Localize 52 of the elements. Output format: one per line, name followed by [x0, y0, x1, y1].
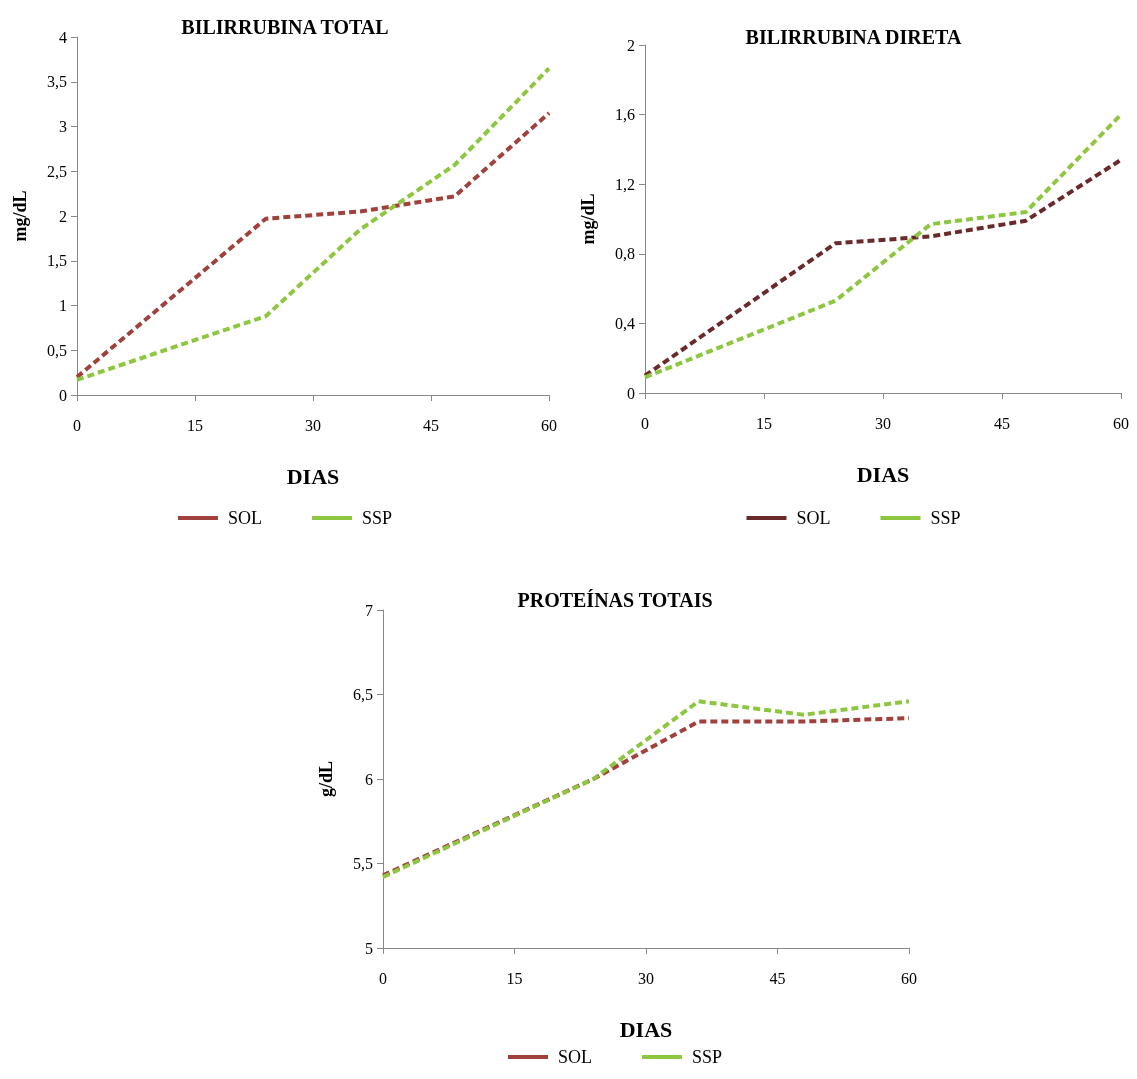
- y-tick-label: 6: [365, 770, 373, 788]
- x-tick-label: 0: [73, 416, 81, 434]
- x-tick-label: 60: [541, 416, 557, 434]
- x-tick-label: 15: [506, 969, 523, 987]
- y-tick-label: 5,5: [353, 855, 373, 872]
- x-tick-label: 45: [423, 416, 439, 434]
- y-tick-label: 7: [365, 601, 373, 619]
- x-tick-label: 30: [638, 969, 654, 987]
- x-axis-title: DIAS: [286, 463, 340, 489]
- line-series: [643, 112, 1123, 380]
- x-tick-label: 0: [641, 414, 649, 432]
- y-tick-label: 6,5: [353, 686, 373, 703]
- y-tick-label: 0,4: [615, 314, 635, 332]
- x-tick-label: 30: [305, 416, 321, 434]
- y-tick-label: 2: [627, 36, 635, 54]
- chart-title: BILIRRUBINA DIRETA: [745, 26, 962, 48]
- y-tick-label: 1,6: [615, 106, 635, 124]
- x-tick-label: 30: [875, 414, 891, 432]
- x-tick-label: 60: [1113, 414, 1129, 432]
- legend-label: SOL: [796, 508, 831, 528]
- y-tick-label: 0,8: [615, 245, 635, 263]
- y-tick-label: 2: [59, 207, 67, 225]
- y-tick-label: 3: [59, 118, 67, 135]
- legend-label: SSP: [361, 508, 393, 528]
- chart-title: PROTEÍNAS TOTAIS: [517, 589, 713, 611]
- chart-title: BILIRRUBINA TOTAL: [181, 16, 389, 38]
- y-tick-label: 4: [59, 28, 67, 46]
- x-tick-label: 15: [756, 414, 772, 432]
- x-tick-label: 60: [901, 969, 917, 987]
- legend-label: SSP: [691, 1047, 723, 1067]
- legend-label: SSP: [930, 508, 961, 528]
- y-tick-label: 2,5: [47, 162, 67, 180]
- y-axis-title: mg/dL: [10, 190, 30, 242]
- x-tick-label: 45: [769, 969, 786, 987]
- y-axis-title: g/dL: [316, 760, 336, 798]
- y-tick-label: 3,5: [47, 73, 67, 91]
- line-series: [643, 157, 1123, 378]
- y-tick-label: 0: [59, 386, 67, 404]
- x-tick-label: 45: [994, 414, 1010, 432]
- y-axis-title: mg/dL: [578, 193, 598, 245]
- x-axis-title: DIAS: [856, 461, 910, 487]
- y-tick-label: 5: [365, 939, 373, 957]
- x-axis-title: DIAS: [619, 1016, 673, 1042]
- y-tick-label: 0: [627, 384, 635, 402]
- legend-label: SOL: [557, 1047, 592, 1067]
- x-tick-label: 15: [187, 416, 203, 434]
- x-tick-label: 0: [379, 969, 387, 987]
- y-tick-label: 1,5: [47, 252, 67, 270]
- legend-label: SOL: [227, 508, 262, 528]
- y-tick-label: 0,5: [47, 341, 67, 359]
- y-tick-label: 1,2: [615, 175, 635, 193]
- y-tick-label: 1: [59, 297, 67, 314]
